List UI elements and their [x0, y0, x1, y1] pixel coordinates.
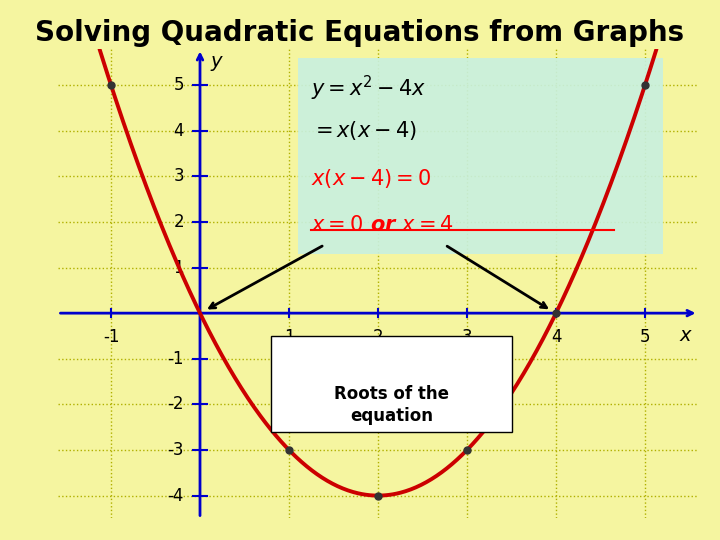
Text: 4: 4: [174, 122, 184, 140]
Text: 2: 2: [373, 328, 383, 346]
Text: 1: 1: [174, 259, 184, 276]
Text: 3: 3: [174, 167, 184, 185]
Text: -2: -2: [168, 395, 184, 414]
Text: $x = 0$ or $x = 4$: $x = 0$ or $x = 4$: [311, 215, 454, 235]
Text: Roots of the: Roots of the: [334, 385, 449, 403]
Text: 5: 5: [174, 76, 184, 94]
Text: -4: -4: [168, 487, 184, 504]
Text: $x(x - 4) = 0$: $x(x - 4) = 0$: [311, 167, 431, 190]
FancyBboxPatch shape: [271, 336, 511, 432]
FancyBboxPatch shape: [298, 58, 663, 254]
Text: -1: -1: [103, 328, 120, 346]
Text: Solving Quadratic Equations from Graphs: Solving Quadratic Equations from Graphs: [35, 19, 685, 47]
Text: 4: 4: [551, 328, 562, 346]
Text: -3: -3: [168, 441, 184, 459]
Text: -1: -1: [168, 350, 184, 368]
Text: x: x: [680, 326, 691, 345]
Text: 5: 5: [640, 328, 650, 346]
Text: y: y: [211, 52, 222, 71]
Text: 1: 1: [284, 328, 294, 346]
Text: equation: equation: [350, 407, 433, 424]
Text: 3: 3: [462, 328, 472, 346]
Text: $y = x^2 - 4x$: $y = x^2 - 4x$: [311, 73, 426, 103]
Text: $= x(x - 4)$: $= x(x - 4)$: [311, 119, 417, 143]
Text: 2: 2: [174, 213, 184, 231]
